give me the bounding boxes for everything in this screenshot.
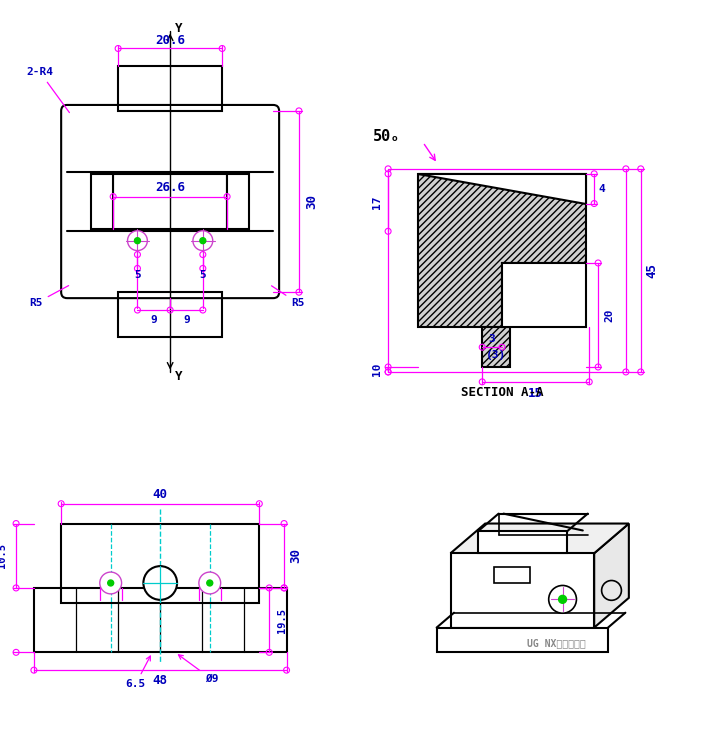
Circle shape [127, 230, 148, 250]
Text: 26.6: 26.6 [155, 181, 185, 195]
Bar [91, 174, 113, 229]
FancyBboxPatch shape [61, 105, 279, 298]
Bar [494, 567, 529, 583]
Bar [61, 523, 259, 603]
Circle shape [602, 581, 621, 600]
Circle shape [100, 572, 122, 594]
Text: 9: 9 [150, 315, 157, 325]
Polygon shape [418, 174, 586, 327]
Text: 50ₒ: 50ₒ [373, 128, 400, 144]
Bar [118, 66, 222, 111]
Bar [227, 174, 249, 229]
Text: 19.5: 19.5 [277, 608, 287, 633]
Text: 6.5: 6.5 [125, 656, 150, 689]
Circle shape [135, 238, 140, 244]
Bar [113, 174, 227, 229]
Text: 30: 30 [289, 548, 302, 563]
Circle shape [207, 580, 212, 586]
Text: 3: 3 [489, 334, 495, 344]
Text: 10.5: 10.5 [0, 543, 7, 568]
Circle shape [143, 566, 177, 600]
Text: 4: 4 [599, 184, 606, 194]
Circle shape [193, 230, 212, 250]
Text: Y: Y [175, 370, 183, 383]
Bar [451, 553, 594, 628]
Bar [118, 292, 222, 337]
Bar [482, 327, 510, 367]
Text: 30: 30 [305, 194, 318, 209]
Text: 45: 45 [645, 263, 658, 278]
Circle shape [199, 572, 220, 594]
Bar [502, 263, 586, 327]
Polygon shape [451, 523, 629, 553]
Text: Ø9: Ø9 [179, 655, 218, 684]
Circle shape [559, 595, 567, 603]
Text: 5: 5 [199, 270, 206, 280]
Text: 17: 17 [372, 196, 382, 209]
Text: 9: 9 [183, 315, 190, 325]
Text: R5: R5 [30, 286, 68, 308]
Text: SECTION A-A: SECTION A-A [461, 386, 544, 399]
Circle shape [549, 586, 577, 613]
Text: 15: 15 [528, 388, 543, 400]
Text: 10: 10 [372, 363, 382, 377]
Text: 48: 48 [153, 674, 168, 686]
Text: R5: R5 [271, 286, 305, 308]
Text: 40: 40 [153, 488, 168, 501]
Bar [478, 531, 567, 553]
Circle shape [200, 238, 206, 244]
Text: 20: 20 [604, 308, 614, 321]
Text: UG NX塑胶模设计: UG NX塑胶模设计 [527, 639, 586, 648]
Polygon shape [418, 174, 586, 203]
Text: 5: 5 [134, 270, 141, 280]
Bar [34, 588, 287, 653]
Text: (3): (3) [486, 350, 506, 360]
Polygon shape [594, 523, 629, 628]
Text: Y: Y [175, 22, 183, 35]
Text: 20.6: 20.6 [155, 34, 185, 47]
Bar [436, 628, 608, 653]
Circle shape [108, 580, 114, 586]
Text: 2-R4: 2-R4 [27, 68, 69, 112]
